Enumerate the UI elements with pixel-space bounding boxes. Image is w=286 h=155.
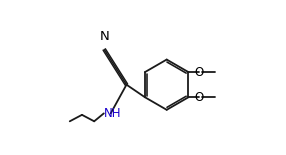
Text: O: O: [194, 91, 204, 104]
Text: N: N: [99, 30, 109, 43]
Text: O: O: [194, 66, 204, 79]
Text: NH: NH: [104, 107, 122, 120]
